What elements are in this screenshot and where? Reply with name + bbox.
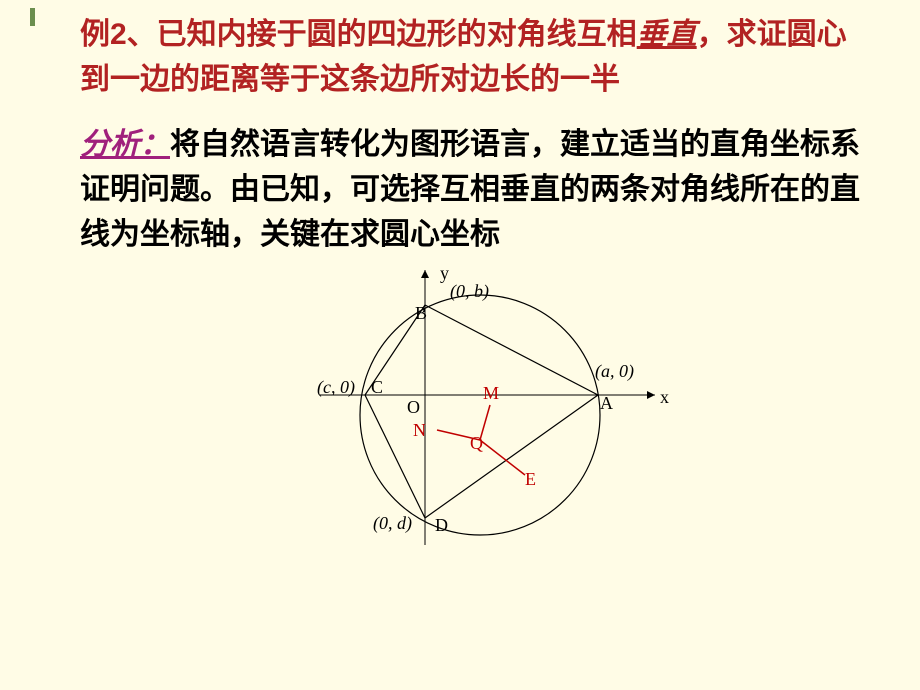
label-O: O — [407, 397, 420, 418]
label-y: y — [440, 263, 449, 284]
coord-D: (0, d) — [373, 513, 412, 534]
coord-B: (0, b) — [450, 281, 489, 302]
x-axis-arrow — [647, 391, 655, 399]
label-C: C — [371, 377, 383, 398]
label-B: B — [415, 303, 427, 324]
coord-C: (c, 0) — [317, 377, 355, 398]
title-prefix: 例2、已知内接于圆的四边形的对角线互相 — [80, 18, 637, 51]
analysis-label: 分析： — [80, 128, 170, 161]
label-E: E — [525, 469, 536, 490]
label-M: M — [483, 383, 499, 404]
diagram-svg — [225, 265, 725, 565]
geometry-diagram: y x A B C D O M N Q E (a, 0) (0, b) (c, … — [225, 265, 725, 545]
circle — [360, 295, 600, 535]
coord-A: (a, 0) — [595, 361, 634, 382]
label-Q: Q — [470, 433, 483, 454]
title-emphasized: 垂直 — [637, 18, 697, 51]
example-title: 例2、已知内接于圆的四边形的对角线互相垂直，求证圆心到一边的距离等于这条边所对边… — [80, 12, 870, 102]
analysis-block: 分析：将自然语言转化为图形语言，建立适当的直角坐标系证明问题。由已知，可选择互相… — [80, 122, 870, 257]
label-N: N — [413, 420, 426, 441]
segment-AB — [425, 305, 598, 395]
label-x: x — [660, 387, 669, 408]
segment-DA — [425, 395, 598, 518]
label-A: A — [600, 393, 613, 414]
analysis-text: 将自然语言转化为图形语言，建立适当的直角坐标系证明问题。由已知，可选择互相垂直的… — [80, 128, 860, 251]
segment-QE — [480, 440, 525, 475]
slide-content: 例2、已知内接于圆的四边形的对角线互相垂直，求证圆心到一边的距离等于这条边所对边… — [0, 0, 920, 545]
y-axis-arrow — [421, 270, 429, 278]
label-D: D — [435, 515, 448, 536]
accent-bar — [30, 8, 35, 26]
